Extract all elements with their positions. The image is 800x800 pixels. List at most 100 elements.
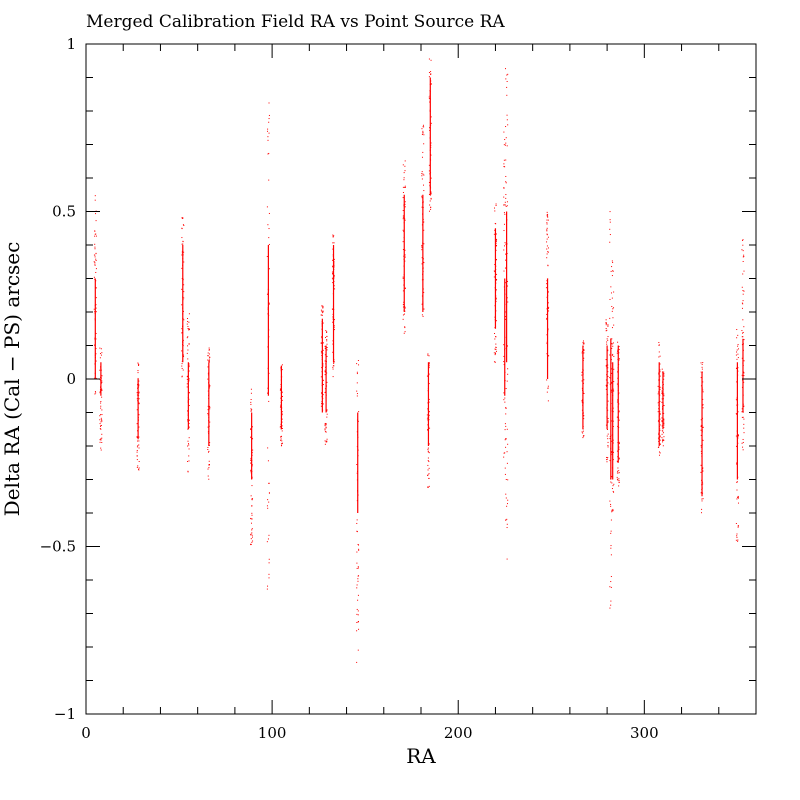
data-point: [324, 391, 326, 393]
data-point: [494, 316, 496, 318]
data-point: [136, 436, 138, 438]
data-point: [548, 310, 550, 312]
data-point: [546, 257, 548, 259]
data-point: [266, 256, 268, 258]
data-point: [100, 421, 102, 423]
data-point: [428, 210, 430, 212]
data-point: [268, 302, 270, 304]
data-point: [612, 420, 614, 422]
data-point: [547, 291, 549, 293]
data-point: [421, 133, 423, 135]
data-point: [735, 522, 737, 524]
data-point: [610, 374, 612, 376]
data-point: [356, 363, 358, 365]
data-point: [186, 337, 188, 339]
data-point: [605, 365, 607, 367]
data-point: [503, 166, 505, 168]
data-point: [321, 325, 323, 327]
data-point: [617, 352, 619, 354]
data-point: [547, 358, 549, 360]
data-point: [606, 459, 608, 461]
data-point: [605, 359, 607, 361]
data-point: [280, 368, 282, 370]
data-point: [181, 243, 183, 245]
data-point: [280, 379, 282, 381]
data-point: [136, 423, 138, 425]
data-point: [322, 305, 324, 307]
data-point: [138, 467, 140, 469]
data-point: [618, 426, 620, 428]
data-point: [186, 383, 188, 385]
data-point: [547, 387, 549, 389]
data-point: [605, 323, 607, 325]
data-point: [429, 149, 431, 151]
data-point: [136, 398, 138, 400]
data-point: [658, 454, 660, 456]
data-point: [325, 424, 327, 426]
data-point: [208, 460, 210, 462]
data-point: [582, 345, 584, 347]
data-point: [181, 328, 183, 330]
data-point: [428, 367, 430, 369]
data-point: [659, 439, 661, 441]
data-point: [325, 394, 327, 396]
data-point: [281, 368, 283, 370]
data-point: [208, 349, 210, 351]
data-point: [402, 241, 404, 243]
data-point: [280, 397, 282, 399]
x-tick-label: 300: [630, 724, 659, 742]
data-point: [326, 409, 328, 411]
data-point: [430, 71, 432, 73]
data-point: [208, 450, 210, 452]
data-point: [611, 434, 613, 436]
data-point: [735, 435, 737, 437]
data-point: [613, 291, 615, 293]
data-point: [702, 389, 704, 391]
data-point: [181, 228, 183, 230]
data-point: [324, 360, 326, 362]
data-point: [618, 346, 620, 348]
data-point: [659, 363, 661, 365]
data-point: [661, 398, 663, 400]
data-point: [404, 327, 406, 329]
data-point: [404, 307, 406, 309]
data-point: [182, 354, 184, 356]
data-point: [137, 370, 139, 372]
data-point: [268, 228, 270, 230]
data-point: [356, 390, 358, 392]
data-point: [663, 373, 665, 375]
data-point: [613, 381, 615, 383]
data-point: [505, 137, 507, 139]
data-point: [358, 364, 360, 366]
data-point: [100, 405, 102, 407]
data-point: [430, 122, 432, 124]
data-point: [333, 361, 335, 363]
data-point: [100, 374, 102, 376]
data-point: [250, 462, 252, 464]
data-point: [100, 425, 102, 427]
data-point: [427, 420, 429, 422]
data-point: [281, 442, 283, 444]
data-point: [547, 278, 549, 280]
data-point: [663, 405, 665, 407]
data-point: [429, 98, 431, 100]
data-point: [208, 358, 210, 360]
data-point: [700, 471, 702, 473]
data-point: [700, 434, 702, 436]
data-point: [609, 500, 611, 502]
data-point: [250, 436, 252, 438]
data-point: [736, 404, 738, 406]
data-point: [137, 400, 139, 402]
data-point: [582, 389, 584, 391]
data-point: [427, 486, 429, 488]
data-point: [267, 447, 269, 449]
data-point: [495, 350, 497, 352]
data-point: [332, 281, 334, 283]
data-point: [95, 311, 97, 313]
data-point: [737, 539, 739, 541]
data-point: [495, 346, 497, 348]
data-point: [507, 285, 509, 287]
data-point: [429, 89, 431, 91]
data-point: [421, 249, 423, 251]
data-point: [742, 244, 744, 246]
